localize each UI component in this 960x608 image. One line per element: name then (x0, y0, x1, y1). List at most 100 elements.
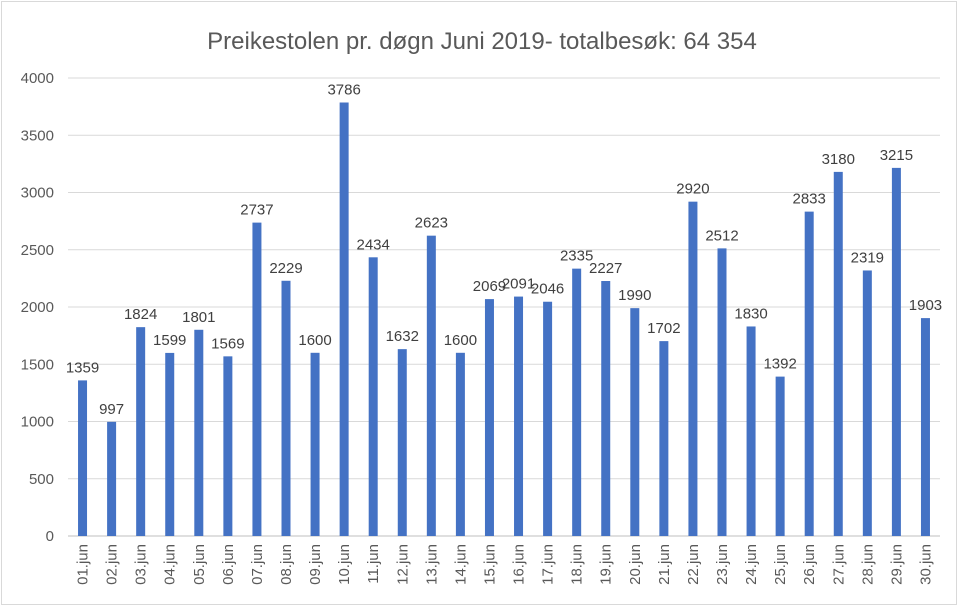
bar-26.jun (804, 211, 814, 536)
data-label: 1600 (444, 332, 477, 349)
bar-01.jun (78, 380, 88, 536)
data-label: 2335 (560, 248, 593, 265)
y-tick-label: 1500 (21, 356, 54, 373)
bar-17.jun (543, 301, 553, 536)
data-label: 2069 (473, 278, 506, 295)
data-label: 1392 (763, 356, 796, 373)
y-tick-label: 2000 (21, 299, 54, 316)
bar-22.jun (688, 201, 698, 536)
bar-28.jun (862, 270, 872, 536)
x-tick-label: 16.jun (511, 544, 528, 585)
bar-27.jun (833, 171, 843, 536)
x-tick-label: 04.jun (162, 544, 179, 585)
x-tick-label: 19.jun (598, 544, 615, 585)
data-label: 997 (99, 401, 124, 418)
x-tick-label: 28.jun (859, 544, 876, 585)
y-tick-label: 0 (46, 528, 54, 545)
y-tick-label: 3000 (21, 185, 54, 202)
bar-23.jun (717, 248, 727, 536)
x-tick-label: 30.jun (917, 544, 934, 585)
data-label: 2623 (415, 215, 448, 232)
x-tick-label: 12.jun (394, 544, 411, 585)
bar-19.jun (601, 281, 611, 536)
x-tick-label: 09.jun (307, 544, 324, 585)
bar-24.jun (746, 326, 756, 536)
data-label: 1824 (124, 306, 157, 323)
data-label: 1569 (211, 335, 244, 352)
bar-29.jun (891, 167, 901, 536)
bar-13.jun (426, 235, 436, 536)
x-tick-label: 14.jun (452, 544, 469, 585)
bar-07.jun (252, 222, 262, 536)
x-tick-label: 05.jun (191, 544, 208, 585)
data-label: 2319 (851, 249, 884, 266)
data-label: 2046 (531, 281, 564, 298)
data-label: 2091 (502, 276, 535, 293)
data-label: 1632 (386, 328, 419, 345)
data-label: 1702 (647, 320, 680, 337)
y-tick-label: 1000 (21, 414, 54, 431)
bar-18.jun (572, 268, 582, 536)
x-tick-label: 15.jun (481, 544, 498, 585)
data-label: 2227 (589, 260, 622, 277)
x-tick-label: 02.jun (104, 544, 121, 585)
x-tick-label: 23.jun (714, 544, 731, 585)
bar-02.jun (107, 421, 117, 536)
x-tick-label: 13.jun (423, 544, 440, 585)
data-label: 2512 (705, 227, 738, 244)
bar-16.jun (514, 296, 524, 536)
chart-title: Preikestolen pr. døgn Juni 2019- totalbe… (207, 28, 757, 55)
bar-11.jun (368, 257, 378, 536)
gridlines (68, 77, 940, 537)
bars (78, 102, 930, 537)
bar-05.jun (194, 329, 204, 536)
bar-30.jun (920, 318, 930, 536)
x-tick-label: 22.jun (685, 544, 702, 585)
data-label: 1903 (909, 297, 942, 314)
bar-20.jun (630, 308, 640, 536)
bar-15.jun (484, 299, 494, 536)
data-label: 1599 (153, 332, 186, 349)
x-tick-label: 08.jun (278, 544, 295, 585)
bar-08.jun (281, 280, 291, 536)
y-axis: 0 500 1000 1500 2000 2500 3000 3500 4000 (21, 70, 54, 545)
bar-04.jun (165, 352, 175, 536)
x-tick-label: 11.jun (365, 544, 382, 584)
x-tick-label: 03.jun (133, 544, 150, 585)
x-tick-label: 10.jun (336, 544, 353, 585)
bar-06.jun (223, 356, 233, 536)
data-label: 3215 (880, 147, 913, 164)
x-axis: 01.jun 02.jun 03.jun 04.jun 05.jun 06.jun 07.j… (75, 544, 935, 585)
y-tick-label: 500 (29, 471, 54, 488)
x-tick-label: 26.jun (801, 544, 818, 585)
data-label: 1359 (66, 359, 99, 376)
x-tick-label: 27.jun (830, 544, 847, 585)
y-tick-label: 4000 (21, 70, 54, 87)
x-tick-label: 18.jun (569, 544, 586, 585)
data-label: 1990 (618, 287, 651, 304)
data-label: 1600 (298, 332, 331, 349)
bar-09.jun (310, 352, 320, 536)
bar-21.jun (659, 341, 669, 536)
data-label: 2737 (240, 202, 273, 219)
data-label: 1830 (734, 305, 767, 322)
data-label: 2833 (793, 191, 826, 208)
bar-25.jun (775, 376, 785, 536)
x-tick-label: 24.jun (743, 544, 760, 585)
bar-10.jun (339, 102, 349, 537)
x-tick-label: 01.jun (75, 544, 92, 585)
data-labels: 1359 997 1824 1599 1801 1569 2737 2229 1600 3786 2… (66, 82, 942, 418)
bar-12.jun (397, 349, 407, 536)
data-label: 3786 (327, 82, 360, 99)
data-label: 2920 (676, 181, 709, 198)
y-tick-label: 2500 (21, 242, 54, 259)
data-label: 1801 (182, 309, 215, 326)
x-tick-label: 20.jun (627, 544, 644, 585)
x-tick-label: 07.jun (249, 544, 266, 585)
data-label: 2434 (357, 236, 390, 253)
x-tick-label: 21.jun (656, 544, 673, 585)
y-tick-label: 3500 (21, 127, 54, 144)
x-tick-label: 06.jun (220, 544, 237, 585)
